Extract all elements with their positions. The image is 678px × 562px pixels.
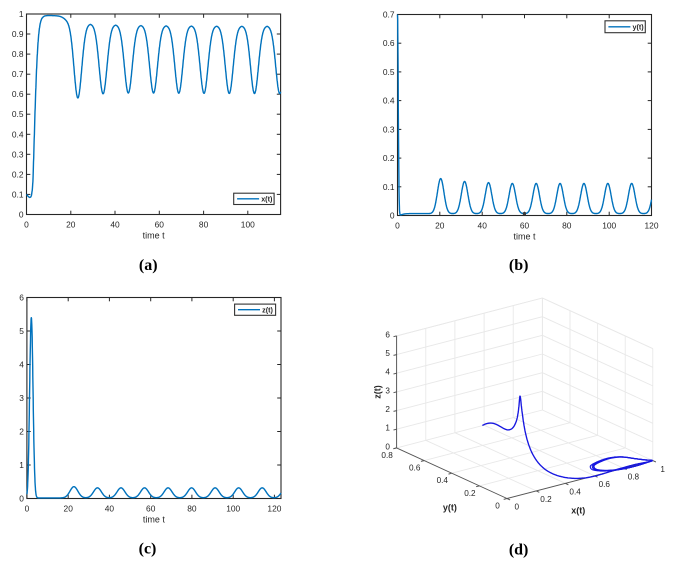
svg-text:0.6: 0.6 bbox=[409, 464, 421, 473]
svg-text:120: 120 bbox=[267, 503, 281, 513]
svg-text:3: 3 bbox=[385, 386, 390, 395]
svg-text:1: 1 bbox=[385, 424, 390, 433]
svg-text:x(t): x(t) bbox=[571, 506, 585, 516]
svg-text:y(t): y(t) bbox=[633, 22, 645, 31]
svg-text:0.8: 0.8 bbox=[12, 49, 24, 59]
svg-text:60: 60 bbox=[155, 219, 165, 229]
svg-text:0.9: 0.9 bbox=[12, 29, 24, 39]
svg-text:100: 100 bbox=[602, 220, 616, 230]
svg-text:0: 0 bbox=[395, 220, 400, 230]
svg-text:20: 20 bbox=[64, 503, 74, 513]
svg-text:0: 0 bbox=[390, 211, 395, 221]
svg-text:40: 40 bbox=[478, 220, 488, 230]
svg-text:1: 1 bbox=[660, 465, 665, 474]
svg-text:0.4: 0.4 bbox=[437, 476, 449, 485]
svg-text:0.2: 0.2 bbox=[464, 489, 476, 498]
svg-text:60: 60 bbox=[146, 503, 156, 513]
svg-text:0.1: 0.1 bbox=[383, 182, 395, 192]
svg-text:3: 3 bbox=[19, 393, 24, 403]
svg-text:0.8: 0.8 bbox=[628, 472, 640, 481]
svg-text:4: 4 bbox=[19, 360, 24, 370]
svg-text:0.2: 0.2 bbox=[383, 153, 395, 163]
svg-text:time t: time t bbox=[513, 231, 536, 241]
svg-text:0: 0 bbox=[24, 219, 29, 229]
svg-text:0: 0 bbox=[495, 502, 500, 511]
svg-text:y(t): y(t) bbox=[443, 502, 457, 512]
svg-text:0: 0 bbox=[19, 210, 24, 220]
svg-text:80: 80 bbox=[562, 220, 572, 230]
svg-text:20: 20 bbox=[66, 219, 76, 229]
svg-text:80: 80 bbox=[187, 503, 197, 513]
svg-text:100: 100 bbox=[226, 503, 240, 513]
svg-text:0: 0 bbox=[515, 503, 520, 512]
svg-text:(c): (c) bbox=[139, 540, 157, 557]
svg-text:0.6: 0.6 bbox=[599, 480, 611, 489]
svg-text:6: 6 bbox=[19, 293, 24, 303]
svg-text:40: 40 bbox=[110, 219, 120, 229]
svg-text:100: 100 bbox=[241, 219, 255, 229]
svg-text:0.4: 0.4 bbox=[12, 129, 24, 139]
svg-text:0.6: 0.6 bbox=[12, 89, 24, 99]
svg-text:0.8: 0.8 bbox=[381, 451, 393, 460]
svg-text:60: 60 bbox=[520, 220, 530, 230]
svg-text:0.7: 0.7 bbox=[383, 10, 395, 20]
svg-text:1: 1 bbox=[19, 9, 24, 19]
svg-text:(a): (a) bbox=[139, 257, 158, 274]
svg-text:0.3: 0.3 bbox=[12, 149, 24, 159]
svg-text:(b): (b) bbox=[509, 257, 529, 274]
svg-text:0.4: 0.4 bbox=[383, 96, 395, 106]
svg-text:2: 2 bbox=[19, 427, 24, 437]
svg-text:0.1: 0.1 bbox=[12, 189, 24, 199]
svg-text:6: 6 bbox=[385, 330, 390, 339]
svg-text:5: 5 bbox=[385, 349, 390, 358]
svg-text:(d): (d) bbox=[509, 541, 529, 558]
svg-text:z(t): z(t) bbox=[373, 385, 383, 399]
svg-text:time t: time t bbox=[143, 230, 166, 240]
svg-text:0: 0 bbox=[19, 494, 24, 504]
svg-text:x(t): x(t) bbox=[261, 194, 273, 203]
svg-text:0.5: 0.5 bbox=[383, 67, 395, 77]
svg-text:0.3: 0.3 bbox=[383, 124, 395, 134]
svg-text:20: 20 bbox=[435, 220, 445, 230]
svg-text:1: 1 bbox=[19, 460, 24, 470]
svg-text:0: 0 bbox=[385, 442, 390, 451]
svg-text:80: 80 bbox=[199, 219, 209, 229]
svg-text:time t: time t bbox=[143, 514, 166, 524]
svg-text:0.6: 0.6 bbox=[383, 38, 395, 48]
svg-text:120: 120 bbox=[645, 220, 659, 230]
svg-text:0.2: 0.2 bbox=[540, 495, 552, 504]
svg-text:0.7: 0.7 bbox=[12, 69, 24, 79]
svg-text:0.2: 0.2 bbox=[12, 169, 24, 179]
svg-text:0: 0 bbox=[25, 503, 30, 513]
svg-text:0.5: 0.5 bbox=[12, 109, 24, 119]
svg-text:4: 4 bbox=[385, 368, 390, 377]
svg-text:5: 5 bbox=[19, 326, 24, 336]
svg-text:0.4: 0.4 bbox=[569, 488, 581, 497]
svg-text:z(t): z(t) bbox=[262, 305, 273, 314]
svg-text:2: 2 bbox=[385, 405, 390, 414]
svg-text:40: 40 bbox=[105, 503, 115, 513]
